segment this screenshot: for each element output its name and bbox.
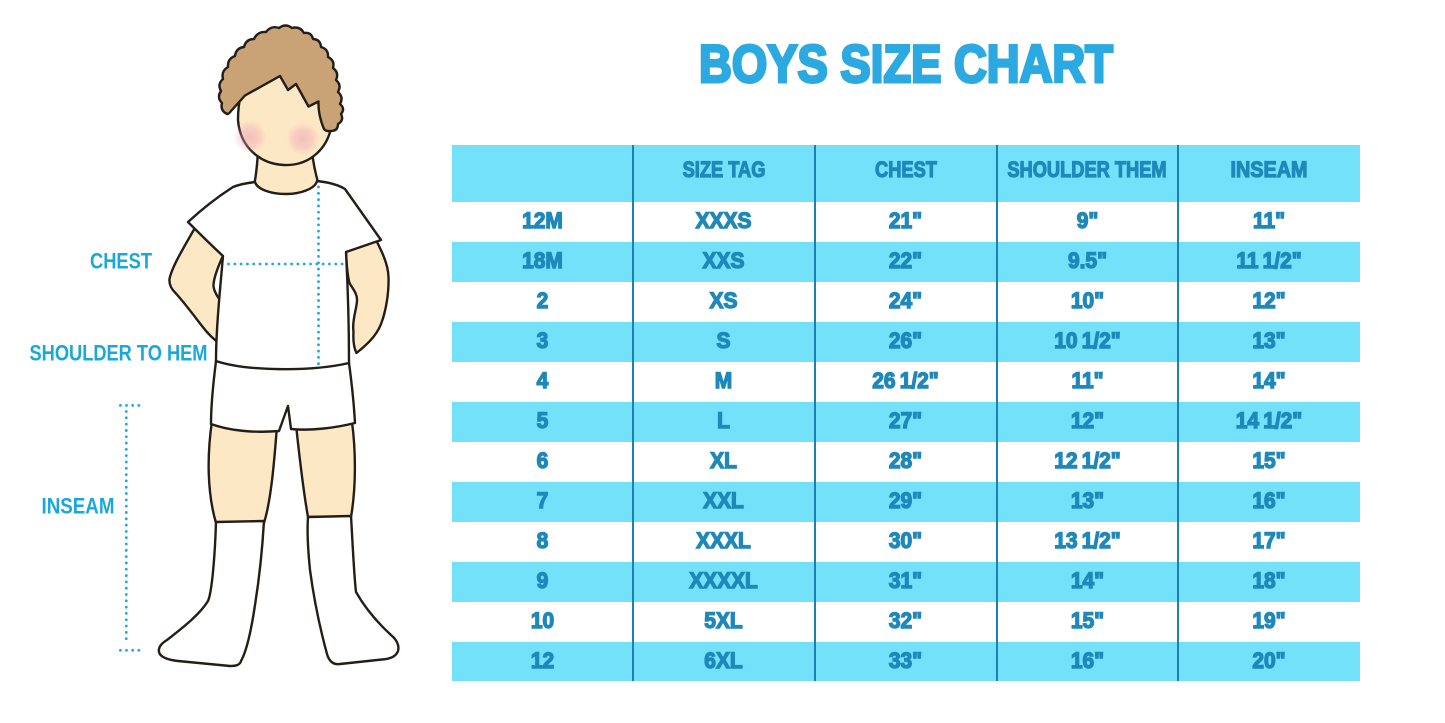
svg-text:INSEAM: INSEAM (42, 494, 115, 519)
svg-text:SHOULDER TO HEM: SHOULDER TO HEM (30, 341, 208, 366)
svg-text:CHEST: CHEST (90, 249, 152, 274)
